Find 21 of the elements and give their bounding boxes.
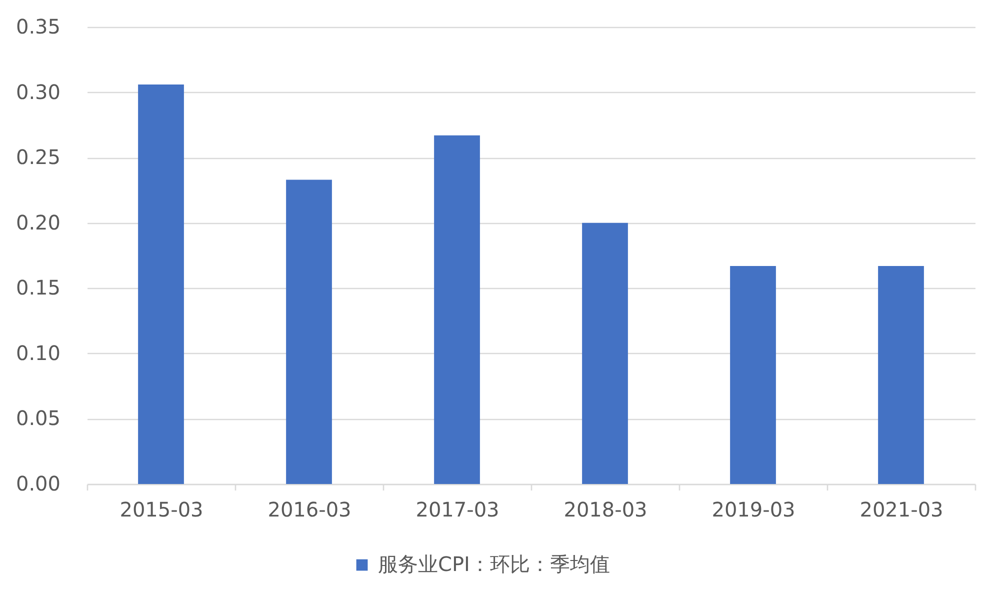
- x-tick-label: 2017-03: [416, 498, 500, 522]
- y-tick-label: 0.35: [16, 14, 60, 38]
- y-tick-label: 0.15: [16, 276, 60, 300]
- x-tick-label: 2021-03: [860, 498, 944, 522]
- x-tick-label: 2018-03: [564, 498, 648, 522]
- legend-label: 服务业CPI：环比：季均值: [378, 552, 610, 576]
- bar: [434, 135, 480, 484]
- x-tick-label: 2019-03: [712, 498, 796, 522]
- bar: [286, 180, 332, 484]
- y-tick-label: 0.10: [16, 340, 60, 365]
- x-tick-label: 2015-03: [120, 498, 204, 522]
- bar: [730, 266, 776, 484]
- y-tick-label: 0.00: [16, 472, 60, 496]
- x-tick-label: 2016-03: [268, 498, 352, 522]
- bar: [138, 84, 184, 484]
- y-tick-label: 0.20: [16, 210, 60, 234]
- bar: [582, 222, 628, 484]
- bar: [878, 266, 924, 484]
- y-tick-label: 0.30: [16, 80, 60, 104]
- y-tick-label: 0.25: [16, 145, 60, 170]
- y-tick-label: 0.05: [16, 406, 60, 430]
